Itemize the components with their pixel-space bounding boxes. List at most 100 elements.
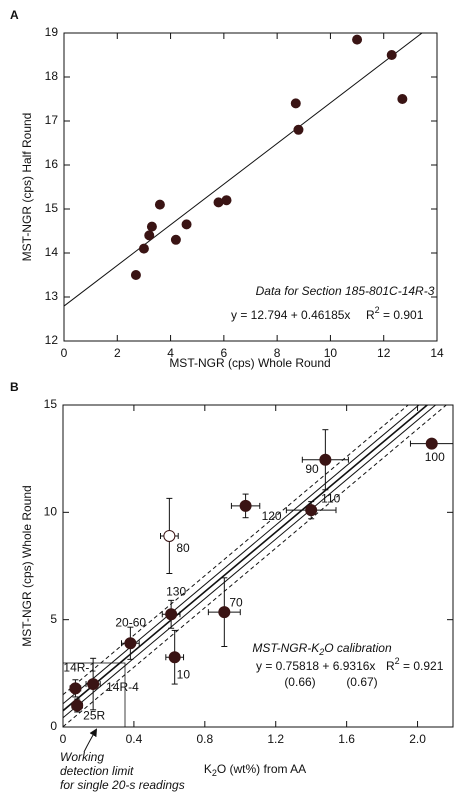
x-axis-label-part: O (wt%) from AA xyxy=(217,762,306,776)
x-tick-label: 0 xyxy=(60,732,67,746)
data-point xyxy=(144,230,155,241)
r-squared-part: 2 xyxy=(375,305,380,315)
x-tick-label: 1.2 xyxy=(267,732,284,746)
data-point xyxy=(218,606,231,619)
plot-frame xyxy=(62,404,454,728)
y-tick-label: 16 xyxy=(45,157,59,171)
point-label: 14R-1 xyxy=(63,661,96,675)
r-squared: R2 = 0.901 xyxy=(366,305,424,322)
note-arrow xyxy=(83,728,98,753)
y-tick-label: 10 xyxy=(44,505,58,519)
x-tick-label: 0 xyxy=(61,346,68,360)
data-point xyxy=(239,499,252,512)
confidence-band xyxy=(63,405,437,719)
data-point xyxy=(319,453,332,466)
x-tick-label: 4 xyxy=(167,346,174,360)
y-axis-label: MST-NGR (cps) Whole Round xyxy=(20,485,34,646)
r-squared-part: = 0.921 xyxy=(400,659,444,673)
x-axis-label: MST-NGR (cps) Whole Round xyxy=(169,356,330,370)
data-point xyxy=(165,608,178,621)
fit-group xyxy=(64,33,423,307)
detection-note: detection limit xyxy=(60,764,134,778)
data-point xyxy=(221,195,232,206)
std-error: (0.67) xyxy=(346,675,377,689)
y-tick-label: 15 xyxy=(45,201,59,215)
data-point xyxy=(293,124,304,135)
annotation: Data for Section 185-801C-14R-3 xyxy=(256,284,435,298)
x-tick-label: 6 xyxy=(221,346,228,360)
data-point xyxy=(181,219,192,230)
prediction-band xyxy=(63,405,448,727)
x-tick-label: 2 xyxy=(114,346,121,360)
data-point xyxy=(290,98,301,109)
data-point xyxy=(87,678,100,691)
y-tick-label: 13 xyxy=(45,289,59,303)
data-point xyxy=(138,243,149,254)
confidence-band xyxy=(63,405,420,705)
r-squared: R2 = 0.921 xyxy=(386,656,444,673)
r-squared-part: R xyxy=(386,659,395,673)
data-point xyxy=(168,651,181,664)
x-axis-label: K2O (wt%) from AA xyxy=(204,762,306,778)
x-axis-label-part: 2 xyxy=(212,768,217,778)
y-tick-label: 0 xyxy=(50,719,57,733)
point-label: 120 xyxy=(262,509,282,523)
point-label: 10 xyxy=(177,667,191,681)
x-tick-label: 12 xyxy=(377,346,391,360)
data-point xyxy=(146,221,157,232)
r-squared-part: 2 xyxy=(395,656,400,666)
equation: y = 0.75818 + 6.9316x xyxy=(256,659,375,673)
data-point xyxy=(130,270,141,280)
annotation-part: O calibration xyxy=(324,641,392,655)
x-tick-label: 0.4 xyxy=(126,732,143,746)
point-label: 70 xyxy=(229,595,243,609)
y-axis-label: MST-NGR (cps) Half Round xyxy=(20,113,34,262)
data-point xyxy=(124,637,137,650)
data-point xyxy=(170,234,181,245)
data-point xyxy=(352,34,363,45)
point-label: 100 xyxy=(425,450,445,464)
detection-note: for single 20-s readings xyxy=(60,778,185,792)
data-point xyxy=(425,437,438,450)
point-label: 14R-4 xyxy=(106,680,139,694)
x-tick-label: 14 xyxy=(430,346,444,360)
r-squared-part: R xyxy=(366,308,375,322)
x-tick-label: 10 xyxy=(324,346,338,360)
detection-note: Working xyxy=(60,750,104,764)
x-tick-label: 2.0 xyxy=(409,732,426,746)
std-error: (0.66) xyxy=(284,675,315,689)
x-tick-label: 0.8 xyxy=(196,732,213,746)
data-point xyxy=(397,94,408,104)
y-tick-label: 14 xyxy=(45,245,59,259)
data-point xyxy=(69,682,82,695)
y-tick-label: 12 xyxy=(45,333,59,347)
fit-line xyxy=(64,33,423,307)
x-tick-label: 8 xyxy=(274,346,281,360)
point-label: 80 xyxy=(176,541,190,555)
point-label: 20-60 xyxy=(115,615,146,629)
annotation-part: MST-NGR-K xyxy=(252,641,320,655)
panel-label: A xyxy=(10,8,19,22)
point-label: 110 xyxy=(321,491,340,505)
equation: y = 12.794 + 0.46185x xyxy=(231,308,350,322)
data-point xyxy=(154,199,165,210)
y-tick-label: 17 xyxy=(45,113,59,127)
y-tick-label: 5 xyxy=(50,612,57,626)
x-axis-label-part: K xyxy=(204,762,212,776)
annotation: MST-NGR-K2O calibration xyxy=(252,641,392,657)
data-point xyxy=(305,504,318,517)
data-point xyxy=(71,699,84,712)
point-label: 90 xyxy=(305,462,319,476)
y-tick-label: 18 xyxy=(45,69,59,83)
panel-label: B xyxy=(10,380,19,394)
point-label: 130 xyxy=(166,584,186,598)
y-tick-label: 15 xyxy=(44,397,58,411)
y-tick-label: 19 xyxy=(45,25,59,39)
fit-line xyxy=(63,405,429,712)
point-label: 25R xyxy=(83,709,105,723)
annotation-part: 2 xyxy=(318,647,324,657)
plot-frame xyxy=(63,32,438,342)
data-point xyxy=(386,50,397,60)
